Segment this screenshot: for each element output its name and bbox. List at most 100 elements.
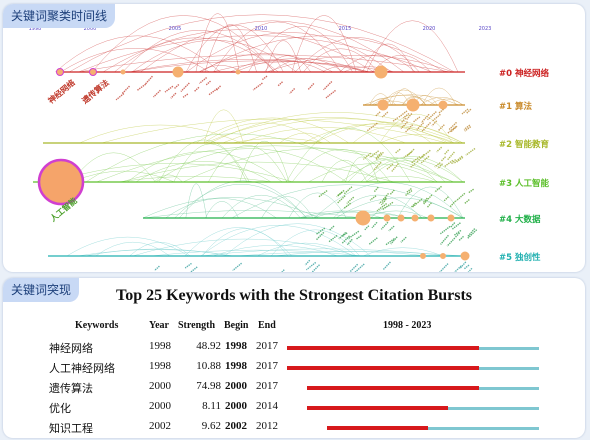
burst-keyword: 知识工程 bbox=[49, 422, 93, 435]
citation-arc bbox=[266, 55, 454, 73]
keyword-node bbox=[427, 214, 435, 222]
col-begin: Begin bbox=[224, 320, 249, 331]
keyword-label-mark bbox=[373, 186, 379, 193]
year-tick-label: 2015 bbox=[339, 26, 352, 32]
citation-arc bbox=[205, 117, 453, 144]
keyword-label-mark bbox=[426, 202, 432, 208]
citation-arc bbox=[165, 198, 277, 219]
keyword-label-mark bbox=[315, 227, 326, 235]
citation-arc bbox=[333, 194, 422, 219]
citation-arc bbox=[291, 149, 391, 183]
citation-arc bbox=[95, 241, 170, 257]
citation-arc bbox=[279, 132, 331, 144]
citation-arc bbox=[150, 249, 364, 257]
citation-arc bbox=[362, 247, 443, 257]
keyword-label-mark bbox=[412, 116, 421, 123]
burst-year: 1998 bbox=[149, 340, 171, 352]
keyword-label-mark bbox=[318, 190, 328, 198]
citation-arc bbox=[421, 87, 457, 106]
keyword-label-mark bbox=[465, 108, 472, 115]
keyword-label-mark bbox=[180, 82, 190, 92]
citation-arc bbox=[200, 225, 357, 257]
keyword-label-mark bbox=[453, 229, 462, 236]
keyword-label-mark bbox=[450, 222, 456, 228]
keyword-label-mark bbox=[315, 231, 325, 241]
citation-arc bbox=[369, 93, 392, 106]
keyword-label-mark bbox=[406, 113, 413, 120]
burst-begin: 2000 bbox=[225, 380, 247, 392]
keyword-label-mark bbox=[461, 108, 469, 115]
burst-year: 2000 bbox=[149, 380, 171, 392]
citation-arc bbox=[270, 58, 344, 73]
keyword-label-mark bbox=[323, 81, 333, 91]
keyword-label-mark bbox=[372, 161, 382, 171]
keyword-label-mark bbox=[404, 190, 413, 197]
citation-arc bbox=[363, 94, 459, 106]
keyword-label-mark bbox=[459, 261, 467, 270]
burst-active-bar bbox=[287, 346, 479, 350]
burst-row: 知识工程 2002 9.62 2002 2012 bbox=[3, 418, 585, 438]
burst-keyword: 遗传算法 bbox=[49, 382, 93, 395]
keyword-label-mark bbox=[349, 263, 359, 272]
keyword-label-mark bbox=[390, 236, 398, 245]
year-tick-label: 2010 bbox=[255, 26, 268, 32]
citation-arc bbox=[85, 133, 381, 183]
citation-arc bbox=[183, 148, 454, 183]
burst-keyword: 优化 bbox=[49, 402, 71, 415]
keyword-label-mark bbox=[438, 124, 445, 131]
citation-arc bbox=[222, 118, 461, 144]
keyword-label-mark bbox=[289, 88, 296, 94]
keyword-label-mark bbox=[427, 111, 437, 121]
keyword-label-mark bbox=[434, 185, 442, 193]
year-tick-label: 2005 bbox=[169, 26, 182, 32]
keyword-label-mark bbox=[362, 152, 372, 160]
cluster-label: #1 算法 bbox=[499, 101, 532, 112]
keyword-label-mark bbox=[121, 85, 131, 95]
keyword-label-mark bbox=[453, 265, 462, 272]
citation-arc bbox=[200, 35, 446, 73]
keyword-label-mark bbox=[115, 93, 125, 101]
citation-arc bbox=[420, 97, 464, 106]
citation-arc bbox=[230, 59, 326, 73]
year-tick-label: 2000 bbox=[84, 26, 97, 32]
keyword-label-mark bbox=[403, 151, 413, 159]
keyword-label-mark bbox=[464, 199, 470, 205]
keyword-label-mark bbox=[404, 124, 414, 133]
keyword-label-mark bbox=[173, 83, 180, 90]
keyword-label-mark bbox=[416, 122, 425, 131]
citation-arc bbox=[234, 58, 364, 73]
keyword-label-mark bbox=[189, 266, 198, 272]
keyword-label-mark bbox=[449, 200, 457, 208]
burst-strength: 48.92 bbox=[196, 340, 221, 352]
citation-arc bbox=[366, 20, 459, 73]
keyword-label-mark bbox=[434, 162, 441, 168]
citation-arc bbox=[270, 229, 360, 257]
citation-arc bbox=[195, 117, 350, 144]
keyword-label-mark bbox=[458, 235, 464, 242]
keyword-label-mark bbox=[252, 82, 263, 91]
keyword-label-mark bbox=[454, 232, 461, 239]
citation-arc bbox=[237, 251, 464, 257]
keyword-label-mark bbox=[431, 120, 438, 127]
keyword-label-mark bbox=[184, 262, 192, 269]
keyword-label-mark bbox=[375, 151, 384, 161]
keyword-label-mark bbox=[325, 89, 336, 99]
burst-row: 遗传算法 2000 74.98 2000 2017 bbox=[3, 378, 585, 398]
citation-arc bbox=[203, 109, 244, 144]
burst-keyword: 人工神经网络 bbox=[49, 362, 115, 375]
keyword-label-mark bbox=[448, 121, 457, 131]
keyword-label-mark bbox=[337, 189, 345, 197]
citation-arc bbox=[91, 15, 275, 73]
keyword-label-mark bbox=[232, 262, 243, 272]
keyword-label-mark bbox=[451, 222, 461, 230]
keyword-label-mark bbox=[467, 228, 476, 238]
keyword-label-mark bbox=[378, 197, 387, 205]
keyword-label-mark bbox=[336, 191, 343, 198]
citation-arc bbox=[184, 227, 292, 257]
burst-active-bar bbox=[307, 386, 479, 390]
citation-arc bbox=[117, 176, 273, 183]
keyword-node bbox=[383, 214, 391, 222]
keyword-label-mark bbox=[348, 230, 360, 239]
year-tick-label: 1998 bbox=[29, 26, 42, 32]
keyword-label-mark bbox=[281, 269, 285, 272]
